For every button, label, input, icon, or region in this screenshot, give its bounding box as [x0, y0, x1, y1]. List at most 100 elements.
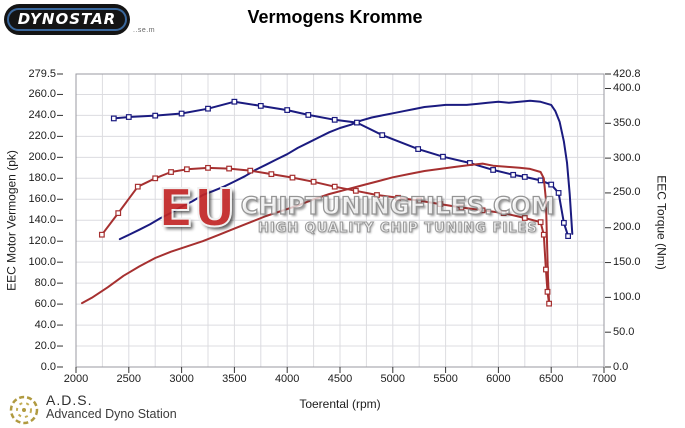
series-torque-tuned-marker	[565, 233, 571, 239]
series-torque-original-marker	[395, 194, 401, 201]
watermark-tagline-text: HIGH QUALITY CHIP TUNING FILES	[257, 221, 538, 237]
series-torque-original-marker	[546, 300, 552, 307]
y-left-tick-label: 60.0	[34, 297, 56, 310]
y-left-tick-label: 80.0	[34, 276, 56, 289]
series-torque-original-marker	[247, 167, 254, 174]
y-left-tick-label: 279.5	[28, 67, 56, 80]
x-tick-label: 3000	[169, 373, 194, 385]
series-torque-tuned-marker	[379, 132, 386, 139]
series-torque-tuned-marker	[560, 219, 567, 226]
series-torque-original-marker	[437, 201, 444, 207]
series-power-tuned-line	[118, 99, 574, 241]
y-left-tick-label: 260.0	[28, 87, 56, 100]
x-tick-label: 7000	[591, 373, 617, 385]
y-right-tick-label: 50.0	[613, 325, 635, 338]
watermark-domain-text: CHIPTUNINGFILES.COM	[240, 192, 556, 220]
y-left-tick-label: 220.0	[28, 129, 56, 142]
series-power-original-line	[81, 162, 551, 305]
series-torque-original-marker	[374, 192, 380, 198]
series-torque-original-marker	[289, 174, 296, 181]
y-right-tick-label: 100.0	[613, 290, 641, 303]
series-torque-original-marker	[540, 231, 547, 238]
y-right-tick-label: 150.0	[613, 256, 641, 269]
series-torque-tuned-marker	[555, 190, 562, 196]
series-torque-tuned-marker	[490, 167, 497, 173]
watermark-eu-text: EU	[157, 179, 237, 239]
series-torque-original-marker	[544, 288, 551, 295]
y-left-tick-label: 240.0	[28, 108, 56, 121]
y-right-tick-label: 250.0	[613, 186, 641, 199]
series-torque-original-marker	[416, 197, 423, 204]
series-torque-original-marker	[168, 169, 174, 175]
series-torque-tuned-marker	[331, 116, 338, 123]
series-torque-original-marker	[205, 164, 211, 171]
series-torque-tuned-marker	[125, 114, 132, 120]
y-left-tick-label: 20.0	[34, 339, 56, 352]
series-torque-tuned-marker	[353, 119, 360, 126]
series-torque-tuned-marker	[548, 181, 555, 188]
y-left-tick-label: 180.0	[28, 171, 56, 184]
series-torque-original-marker	[183, 166, 190, 173]
y-right-tick-label: 420.8	[613, 67, 641, 80]
watermark: EU CHIPTUNINGFILES.COM HIGH QUALITY CHIP…	[157, 179, 556, 239]
y-right-tick-label: 350.0	[613, 116, 641, 129]
series-torque-original-marker	[458, 204, 465, 211]
y-left-tick-label: 40.0	[34, 318, 56, 331]
x-tick-label: 5000	[380, 373, 406, 385]
x-tick-label: 2000	[63, 373, 89, 385]
ads-acronym: A.D.S.	[46, 392, 93, 408]
series-torque-tuned-marker	[110, 115, 117, 122]
x-tick-label: 3500	[222, 373, 247, 385]
series-torque-original-marker	[152, 175, 159, 182]
series-torque-original-marker	[115, 210, 122, 217]
series-torque-tuned-marker	[257, 102, 264, 109]
x-tick-label: 4000	[274, 373, 300, 385]
series-torque-original-marker	[500, 210, 507, 217]
series-torque-original-marker	[331, 183, 338, 190]
y-left-tick-label: 200.0	[28, 150, 56, 163]
x-tick-label: 4500	[327, 373, 353, 385]
series-torque-tuned-marker	[231, 98, 238, 105]
series-torque-original-marker	[134, 183, 141, 190]
x-tick-label: 5500	[433, 373, 458, 385]
series-torque-tuned-marker	[305, 112, 312, 118]
series-torque-original-marker	[537, 219, 544, 226]
y-right-tick-label: 0.0	[613, 360, 629, 373]
series-torque-tuned-marker	[521, 174, 528, 180]
series-torque-tuned-marker	[440, 153, 446, 160]
series-torque-tuned-marker	[284, 107, 291, 113]
series-torque-original-marker	[98, 231, 105, 238]
dynostar-logo-subtext: ..se.m	[133, 27, 156, 34]
series-torque-tuned-marker	[205, 105, 211, 112]
x-tick-label: 6000	[486, 373, 511, 385]
dynostar-logo-text: DYNOSTAR	[6, 8, 128, 31]
series-torque-tuned-marker	[510, 171, 517, 178]
y-right-tick-label: 300.0	[613, 151, 641, 164]
x-tick-label: 6500	[538, 373, 564, 385]
y-left-tick-label: 100.0	[28, 255, 56, 268]
series-torque-original-marker	[310, 178, 317, 185]
dynostar-logo: DYNOSTAR	[4, 4, 130, 35]
series-torque-original-marker	[352, 187, 359, 194]
series-torque-tuned-marker	[178, 110, 185, 117]
series-torque-original-marker	[521, 215, 528, 221]
y-right-tick-label: 400.0	[613, 81, 641, 94]
ads-name: Advanced Dyno Station	[46, 407, 177, 421]
y-left-tick-label: 120.0	[28, 234, 56, 247]
y-right-tick-label: 200.0	[613, 221, 641, 234]
y-left-tick-label: 160.0	[28, 192, 56, 205]
series-torque-original-marker	[268, 171, 275, 178]
series-torque-original-marker	[479, 207, 486, 214]
series-torque-tuned-marker	[537, 177, 544, 184]
page-title: Vermogens Kromme	[247, 7, 423, 27]
y-left-tick-label: 140.0	[28, 213, 56, 226]
y-left-tick-label: 0.0	[40, 360, 56, 373]
x-axis-label: Toerental (rpm)	[299, 397, 381, 411]
series-torque-original-marker	[543, 266, 549, 273]
ads-laurel-icon	[9, 395, 39, 425]
series-torque-tuned-marker	[152, 112, 159, 119]
series-torque-original-marker	[226, 165, 233, 172]
x-tick-label: 2500	[116, 373, 142, 385]
